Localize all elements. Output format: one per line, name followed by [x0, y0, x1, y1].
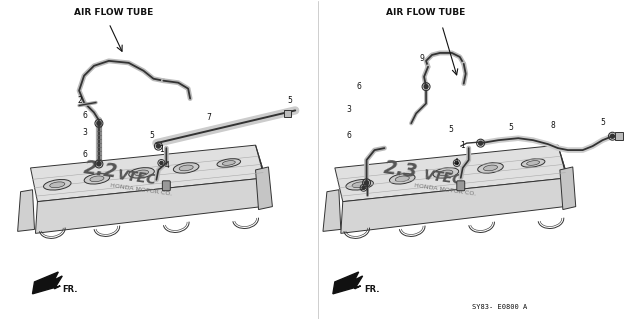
Ellipse shape [129, 168, 154, 178]
Circle shape [97, 121, 101, 125]
Ellipse shape [217, 159, 241, 167]
Text: FR.: FR. [364, 285, 380, 294]
Circle shape [362, 186, 365, 189]
Ellipse shape [395, 176, 410, 182]
Polygon shape [558, 145, 573, 206]
Polygon shape [560, 167, 576, 210]
Ellipse shape [527, 161, 540, 165]
Text: 5: 5 [150, 131, 154, 140]
Text: 8: 8 [551, 121, 555, 130]
Text: 9: 9 [419, 54, 424, 63]
Polygon shape [255, 167, 273, 210]
Bar [284, 110, 290, 117]
Circle shape [160, 161, 163, 164]
Text: 6: 6 [82, 111, 87, 120]
Text: HONDA MOTOR CO.: HONDA MOTOR CO. [414, 183, 476, 197]
Text: 4: 4 [454, 158, 459, 167]
Ellipse shape [433, 168, 459, 178]
Polygon shape [31, 145, 266, 202]
Text: 6: 6 [82, 150, 87, 159]
Ellipse shape [521, 159, 545, 167]
Ellipse shape [352, 182, 367, 188]
Ellipse shape [84, 174, 110, 184]
Text: 2: 2 [77, 97, 82, 106]
Text: 5: 5 [287, 95, 292, 105]
Text: 6: 6 [357, 82, 362, 91]
Polygon shape [335, 145, 568, 202]
Text: 6: 6 [347, 131, 352, 140]
Text: SY83- E0800 A: SY83- E0800 A [471, 304, 527, 310]
Circle shape [610, 134, 615, 138]
Circle shape [97, 162, 101, 166]
Text: 1: 1 [460, 141, 464, 150]
Ellipse shape [173, 163, 199, 173]
Ellipse shape [389, 174, 415, 184]
Text: 2.2: 2.2 [82, 158, 119, 182]
Bar [615, 132, 624, 140]
Ellipse shape [222, 161, 235, 165]
Text: 3: 3 [347, 105, 352, 115]
Circle shape [478, 141, 483, 145]
Polygon shape [18, 190, 34, 231]
Ellipse shape [478, 163, 503, 173]
Text: 4: 4 [164, 161, 169, 170]
Text: AIR FLOW TUBE: AIR FLOW TUBE [74, 8, 154, 17]
Ellipse shape [134, 170, 148, 176]
Text: 2.3: 2.3 [382, 158, 419, 182]
Polygon shape [323, 190, 341, 231]
Text: HONDA MOTOR CO.: HONDA MOTOR CO. [110, 183, 172, 197]
Ellipse shape [439, 170, 453, 176]
Text: 5: 5 [601, 118, 605, 127]
Text: AIR FLOW TUBE: AIR FLOW TUBE [387, 8, 466, 17]
Ellipse shape [90, 176, 104, 182]
Circle shape [424, 85, 428, 89]
Ellipse shape [50, 182, 65, 188]
Text: FR.: FR. [62, 285, 78, 294]
Circle shape [157, 144, 161, 148]
Text: 5: 5 [449, 125, 454, 134]
Circle shape [364, 181, 369, 185]
Polygon shape [255, 145, 271, 206]
Polygon shape [36, 178, 271, 233]
FancyBboxPatch shape [457, 181, 465, 191]
Text: VTEC: VTEC [117, 168, 158, 188]
Text: 1: 1 [159, 145, 164, 154]
Text: VTEC: VTEC [422, 168, 464, 188]
Polygon shape [32, 272, 62, 294]
Text: 5: 5 [508, 123, 513, 132]
Text: 7: 7 [206, 113, 211, 122]
Polygon shape [333, 272, 362, 294]
Polygon shape [341, 178, 573, 233]
Text: 3: 3 [82, 128, 87, 137]
Ellipse shape [179, 165, 193, 171]
Ellipse shape [43, 180, 71, 190]
FancyBboxPatch shape [162, 181, 170, 191]
Ellipse shape [346, 180, 373, 190]
Circle shape [455, 161, 459, 164]
Ellipse shape [483, 165, 497, 171]
